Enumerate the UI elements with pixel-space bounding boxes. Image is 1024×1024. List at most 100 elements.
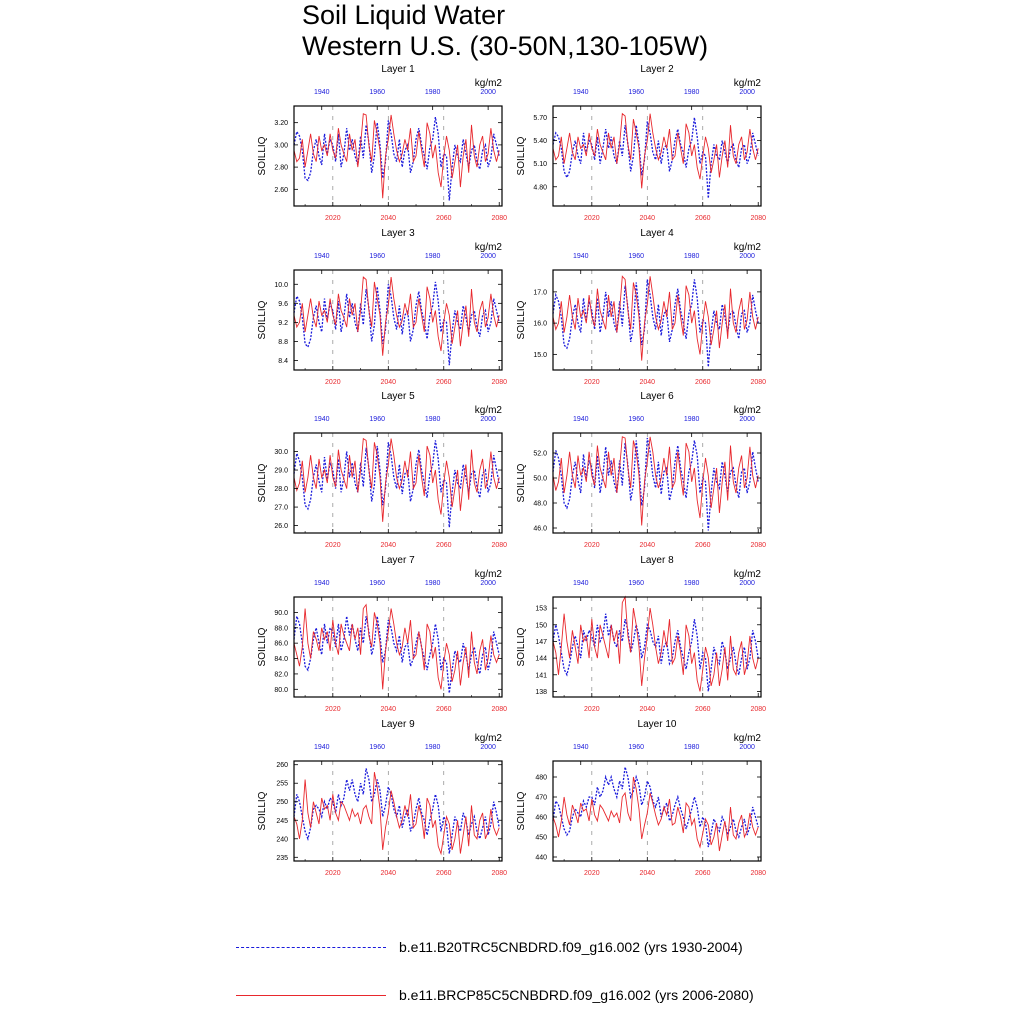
x-tick-label-bottom: 2040 [640, 706, 656, 713]
y-tick-label: 240 [276, 836, 288, 843]
x-tick-label-bottom: 2060 [695, 870, 711, 877]
y-tick-label: 260 [276, 762, 288, 769]
y-tick-label: 144 [535, 656, 547, 663]
x-tick-label-top: 2000 [480, 89, 496, 96]
x-tick-label-bottom: 2060 [436, 542, 452, 549]
x-tick-label-top: 1940 [573, 253, 589, 260]
x-tick-label-top: 1960 [369, 580, 385, 587]
series-historical [293, 116, 500, 201]
x-tick-label-bottom: 2060 [436, 379, 452, 386]
x-tick-label-bottom: 2020 [584, 215, 600, 222]
x-tick-label-top: 2000 [480, 744, 496, 751]
x-tick-label-bottom: 2060 [695, 542, 711, 549]
x-tick-label-bottom: 2060 [695, 379, 711, 386]
x-tick-label-bottom: 2040 [640, 215, 656, 222]
plot-frame [293, 760, 503, 862]
x-tick-label-top: 1960 [369, 416, 385, 423]
y-tick-label: 90.0 [274, 610, 288, 617]
x-tick-label-top: 1940 [573, 416, 589, 423]
y-tick-label: 147 [535, 639, 547, 646]
y-tick-label: 17.0 [533, 289, 547, 296]
x-tick-label-bottom: 2020 [584, 379, 600, 386]
y-tick-label: 82.0 [274, 671, 288, 678]
x-tick-label-top: 1940 [573, 89, 589, 96]
x-tick-label-top: 1980 [425, 416, 441, 423]
y-tick-label: 86.0 [274, 641, 288, 648]
series-future [293, 772, 500, 856]
series-historical [293, 281, 500, 366]
y-tick-label: 245 [276, 818, 288, 825]
x-tick-label-bottom: 2080 [491, 542, 507, 549]
y-tick-label: 5.70 [533, 115, 547, 122]
y-tick-label: 138 [535, 689, 547, 696]
x-tick-label-top: 1960 [628, 580, 644, 587]
x-tick-label-bottom: 2040 [381, 870, 397, 877]
plot-frame [552, 760, 762, 862]
y-tick-label: 8.4 [278, 358, 288, 365]
x-tick-label-top: 2000 [480, 416, 496, 423]
x-tick-label-bottom: 2080 [750, 706, 766, 713]
units-label: kg/m2 [734, 78, 762, 89]
y-axis-label: SOILLIQ [257, 136, 268, 175]
y-axis-label: SOILLIQ [516, 463, 527, 502]
x-tick-label-top: 2000 [480, 253, 496, 260]
series-historical [293, 615, 500, 694]
x-tick-label-top: 1980 [425, 253, 441, 260]
chart-panels: Layer 1 kg/m2 SOILLIQ 2.60 2.80 3.00 3.20 2020 2… [257, 64, 766, 877]
y-tick-label: 153 [535, 606, 547, 613]
x-tick-label-bottom: 2040 [381, 542, 397, 549]
x-tick-label-top: 2000 [739, 416, 755, 423]
panel-2: Layer 2 kg/m2 SOILLIQ 4.80 5.10 5.40 5.70 2020 2… [516, 64, 766, 222]
x-tick-label-top: 1980 [425, 744, 441, 751]
x-tick-label-bottom: 2080 [491, 379, 507, 386]
x-tick-label-top: 1980 [684, 416, 700, 423]
title-line-2: Western U.S. (30-50N,130-105W) [302, 31, 709, 61]
x-tick-label-bottom: 2060 [695, 706, 711, 713]
y-tick-label: 9.6 [278, 301, 288, 308]
series-future [552, 776, 759, 852]
y-tick-label: 440 [535, 855, 547, 862]
x-tick-label-bottom: 2040 [381, 706, 397, 713]
y-tick-label: 450 [535, 835, 547, 842]
plot-frame [552, 105, 762, 207]
y-tick-label: 3.20 [274, 120, 288, 127]
legend-label-future: b.e11.BRCP85C5CNBDRD.f09_g16.002 (yrs 20… [399, 987, 754, 1003]
y-tick-label: 8.8 [278, 339, 288, 346]
series-future [293, 276, 500, 356]
y-tick-label: 80.0 [274, 687, 288, 694]
y-axis-label: SOILLIQ [516, 791, 527, 830]
panel-title: Layer 6 [640, 391, 674, 402]
x-tick-label-bottom: 2080 [491, 706, 507, 713]
y-axis-label: SOILLIQ [516, 300, 527, 339]
y-tick-label: 88.0 [274, 625, 288, 632]
y-tick-label: 141 [535, 672, 547, 679]
y-axis-label: SOILLIQ [257, 300, 268, 339]
x-tick-label-top: 1960 [628, 744, 644, 751]
x-tick-label-bottom: 2020 [325, 215, 341, 222]
x-tick-label-top: 1960 [369, 744, 385, 751]
x-tick-label-bottom: 2020 [584, 870, 600, 877]
panel-3: Layer 3 kg/m2 SOILLIQ 8.4 8.8 9.2 9.6 10.0 2020 2… [257, 228, 507, 386]
y-tick-label: 48.0 [533, 501, 547, 508]
series-historical [293, 440, 500, 528]
x-tick-label-bottom: 2080 [750, 542, 766, 549]
x-tick-label-bottom: 2060 [436, 706, 452, 713]
y-tick-label: 30.0 [274, 449, 288, 456]
x-tick-label-top: 2000 [739, 744, 755, 751]
units-label: kg/m2 [734, 733, 762, 744]
units-label: kg/m2 [734, 242, 762, 253]
panel-10: Layer 10 kg/m2 SOILLIQ 440 450 460 470 480 2020 2… [516, 719, 766, 877]
y-tick-label: 5.10 [533, 161, 547, 168]
x-tick-label-bottom: 2080 [750, 379, 766, 386]
plot-frame [293, 105, 503, 207]
legend-swatch-future [236, 995, 386, 996]
y-axis-label: SOILLIQ [257, 791, 268, 830]
x-tick-label-top: 1980 [684, 253, 700, 260]
units-label: kg/m2 [475, 569, 503, 580]
series-historical [552, 437, 759, 531]
x-tick-label-top: 1960 [369, 89, 385, 96]
x-tick-label-bottom: 2080 [750, 215, 766, 222]
panel-title: Layer 5 [381, 391, 415, 402]
x-tick-label-bottom: 2080 [491, 215, 507, 222]
y-tick-label: 10.0 [274, 282, 288, 289]
